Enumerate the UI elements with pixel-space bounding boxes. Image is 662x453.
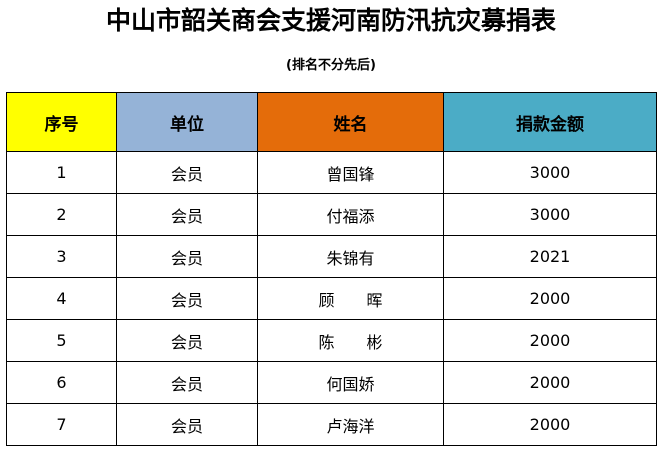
cell-amount: 2000: [443, 277, 657, 320]
cell-name: 付福添: [257, 193, 444, 236]
cell-amount: 2000: [443, 403, 657, 446]
cell-unit: 会员: [116, 193, 258, 236]
cell-name: 朱锦有: [257, 235, 444, 278]
donation-table: 序号 单位 姓名 捐款金额 1 会员 曾国锋 3000 2 会员 付福添 300…: [6, 92, 657, 446]
table-row: 6 会员 何国娇 2000: [6, 361, 657, 404]
header-unit: 单位: [116, 92, 258, 152]
table-row: 4 会员 顾 晖 2000: [6, 277, 657, 320]
table-row: 1 会员 曾国锋 3000: [6, 151, 657, 194]
cell-amount: 3000: [443, 151, 657, 194]
table-row: 7 会员 卢海洋 2000: [6, 403, 657, 446]
document-title: 中山市韶关商会支援河南防汛抗灾募捐表: [105, 6, 556, 35]
cell-unit: 会员: [116, 361, 258, 404]
cell-name: 曾国锋: [257, 151, 444, 194]
cell-name: 顾 晖: [257, 277, 444, 320]
cell-number: 4: [6, 277, 117, 320]
cell-unit: 会员: [116, 403, 258, 446]
document-subtitle: (排名不分先后): [286, 58, 376, 73]
cell-unit: 会员: [116, 319, 258, 362]
cell-unit: 会员: [116, 151, 258, 194]
cell-number: 1: [6, 151, 117, 194]
cell-unit: 会员: [116, 235, 258, 278]
cell-number: 2: [6, 193, 117, 236]
cell-number: 6: [6, 361, 117, 404]
header-name: 姓名: [257, 92, 444, 152]
cell-amount: 2000: [443, 361, 657, 404]
cell-number: 7: [6, 403, 117, 446]
cell-number: 5: [6, 319, 117, 362]
table-row: 3 会员 朱锦有 2021: [6, 235, 657, 278]
cell-amount: 3000: [443, 193, 657, 236]
cell-amount: 2000: [443, 319, 657, 362]
cell-amount: 2021: [443, 235, 657, 278]
table-row: 2 会员 付福添 3000: [6, 193, 657, 236]
header-amount: 捐款金额: [443, 92, 657, 152]
cell-name: 卢海洋: [257, 403, 444, 446]
cell-number: 3: [6, 235, 117, 278]
cell-name: 陈 彬: [257, 319, 444, 362]
table-row: 5 会员 陈 彬 2000: [6, 319, 657, 362]
header-number: 序号: [6, 92, 117, 152]
table-header-row: 序号 单位 姓名 捐款金额: [6, 92, 657, 152]
cell-unit: 会员: [116, 277, 258, 320]
cell-name: 何国娇: [257, 361, 444, 404]
